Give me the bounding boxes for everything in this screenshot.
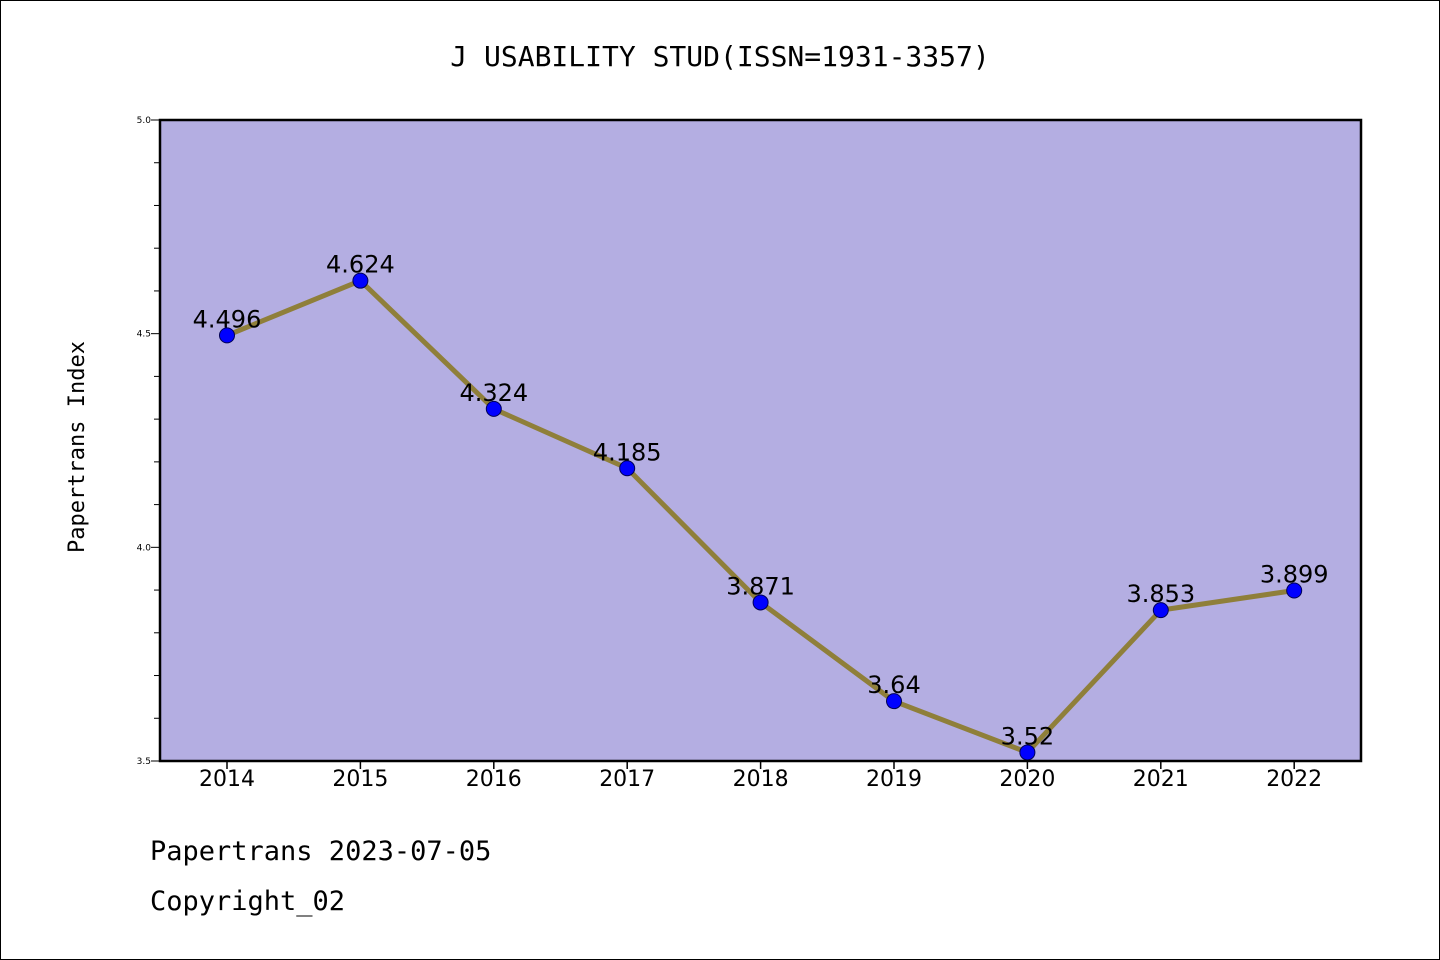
footer-date: Papertrans 2023-07-05 (150, 836, 492, 867)
data-label: 3.64 (867, 671, 920, 699)
data-point (219, 327, 235, 344)
data-point (1286, 582, 1303, 599)
data-label: 3.52 (1001, 722, 1054, 750)
y-axis-label: Papertrans Index (65, 341, 90, 553)
data-label: 3.871 (726, 572, 795, 600)
y-tick-label: 4.0 (137, 543, 152, 553)
data-point (1152, 602, 1169, 619)
y-tick-label: 3.5 (137, 757, 151, 767)
x-tick-label: 2017 (599, 767, 655, 792)
x-tick-label: 2015 (332, 767, 388, 792)
series-group (219, 272, 1303, 761)
footer-copyright: Copyright_02 (150, 886, 346, 917)
plot-area (160, 120, 1361, 761)
data-label: 3.899 (1260, 560, 1329, 588)
data-label: 4.624 (326, 251, 395, 279)
data-labels: 4.496 4.624 4.324 4.185 3.871 3.64 3.52 3.853 3.… (193, 251, 1329, 751)
data-label: 3.853 (1126, 580, 1195, 608)
x-tick-label: 2019 (866, 767, 922, 792)
data-point (485, 400, 502, 417)
y-tick-label: 4.5 (137, 330, 151, 340)
x-tick-label: 2021 (1133, 767, 1189, 792)
data-label: 4.324 (459, 379, 528, 407)
data-point (352, 272, 369, 289)
y-tick-label: 5.0 (137, 116, 152, 126)
y-axis: 3.5 4.0 4.5 5.0 (137, 116, 160, 767)
x-tick-label: 2020 (999, 767, 1055, 792)
data-point (619, 460, 636, 477)
x-tick-label: 2016 (466, 767, 522, 792)
x-tick-label: 2022 (1266, 767, 1322, 792)
chart-title: J USABILITY STUD(ISSN=1931-3357) (450, 40, 989, 73)
data-point (752, 594, 769, 611)
data-label: 4.496 (193, 305, 262, 333)
x-axis: 2014 2015 2016 2017 2018 2019 2020 2021 2022 (199, 761, 1322, 792)
data-label: 4.185 (593, 438, 662, 466)
data-point (886, 693, 902, 710)
x-tick-label: 2014 (199, 767, 255, 792)
plot-border (158, 118, 1363, 763)
x-tick-label: 2018 (733, 767, 789, 792)
